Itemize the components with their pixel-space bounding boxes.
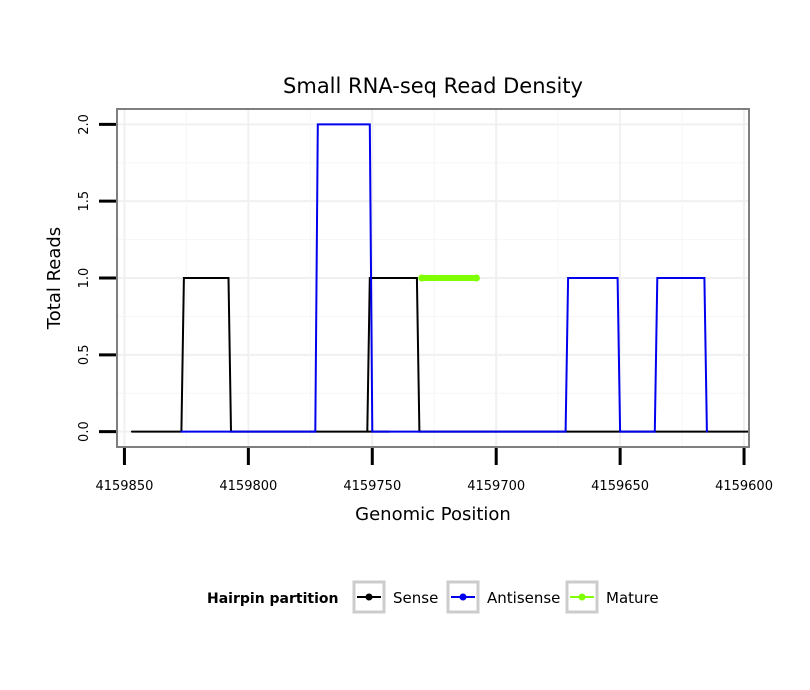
- series-point-mature: [418, 274, 426, 282]
- chart-title: Small RNA-seq Read Density: [283, 74, 583, 98]
- series-lines: [130, 123, 750, 433]
- x-tick-label: 4159800: [219, 479, 277, 494]
- y-tick-label: 0.5: [77, 344, 92, 365]
- y-tick-label: 1.5: [77, 191, 92, 212]
- y-tick-label: 0.0: [77, 421, 92, 442]
- x-tick-label: 4159700: [467, 479, 525, 494]
- legend-item-sense: Sense: [352, 580, 438, 614]
- legend-key-point: [365, 593, 373, 601]
- y-axis-label: Total Reads: [44, 227, 65, 330]
- x-axis-label: Genomic Position: [355, 504, 511, 525]
- x-axis: 4159850 4159800 4159750 4159700 4159650 41596…: [95, 448, 773, 494]
- legend-label: Antisense: [487, 589, 560, 607]
- x-tick-label: 4159650: [591, 479, 649, 494]
- legend-label: Sense: [393, 589, 438, 607]
- legend-label: Mature: [606, 589, 659, 607]
- legend-item-mature: Mature: [565, 580, 659, 614]
- y-axis: 0.0 0.5 1.0 1.5 2.0: [77, 114, 116, 442]
- x-tick-label: 4159850: [95, 479, 153, 494]
- x-tick-label: 4159600: [715, 479, 773, 494]
- series-line-antisense: [180, 123, 708, 433]
- y-tick-label: 2.0: [77, 114, 92, 135]
- legend-item-antisense: Antisense: [446, 580, 560, 614]
- plot-panel-border: [116, 108, 750, 448]
- x-tick-label: 4159750: [343, 479, 401, 494]
- legend-title: Hairpin partition: [207, 591, 338, 607]
- legend-key-point: [459, 593, 467, 601]
- legend: Hairpin partition Sense Antisense Mature: [207, 580, 659, 614]
- legend-key-point: [578, 593, 586, 601]
- y-tick-label: 1.0: [77, 268, 92, 289]
- series-point-mature: [472, 274, 480, 282]
